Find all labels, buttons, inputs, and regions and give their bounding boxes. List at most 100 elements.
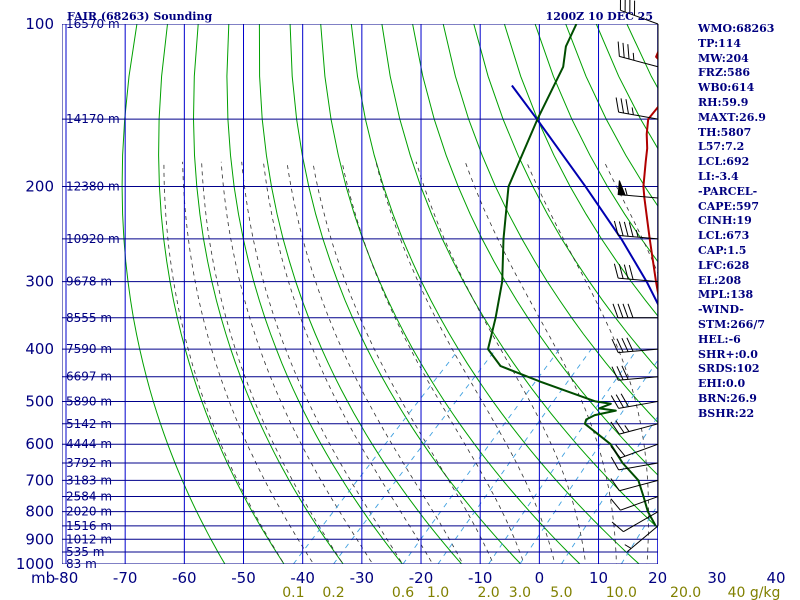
barb-flag [623, 221, 629, 237]
barb-staff [618, 400, 659, 409]
height-label: 83 m [66, 557, 97, 571]
dry-adiabat-line [442, 24, 658, 424]
barb-staff [619, 55, 659, 68]
barb-flag [618, 221, 624, 236]
dry-adiabat-line [192, 24, 344, 564]
height-label: 9678 m [66, 275, 112, 289]
moist-adiabat-line [201, 161, 344, 564]
barb-staff [620, 9, 659, 25]
mixing-ratio-label: 10.0 [606, 585, 637, 600]
index-item: SRDS:102 [698, 362, 760, 376]
pressure-tick-label: 600 [25, 435, 54, 453]
height-label: 8555 m [66, 311, 112, 325]
index-item: LCL:692 [698, 155, 750, 169]
barb-half-flag [632, 52, 635, 61]
height-label: 1516 m [66, 519, 112, 533]
temperature-tick-label: -30 [350, 569, 375, 587]
height-label: 1012 m [66, 532, 112, 546]
barb-flag [615, 420, 625, 434]
background-grid [62, 24, 800, 575]
moist-adiabat-line [286, 161, 464, 564]
barb-flag [627, 303, 634, 318]
barb-half-flag [624, 187, 628, 196]
stability-indices-panel: WMO:68263 TP:114 MW:204 FRZ:586 WB0:614 RH:59… [698, 22, 774, 422]
wind-barb [611, 365, 659, 381]
pressure-tick-label: 700 [25, 471, 54, 489]
mixing-ratio-label: 0.1 [282, 585, 304, 600]
pressure-tick-label: 1000 [16, 555, 54, 573]
wind-barb [612, 303, 658, 319]
height-label: 14170 m [66, 112, 120, 126]
barb-staff [620, 443, 659, 459]
wind-barb [610, 443, 659, 459]
x-axis-label: mb [31, 569, 55, 587]
mixing-ratio-line [437, 348, 592, 564]
height-label: 5142 m [66, 417, 112, 431]
dry-adiabat-line [226, 24, 404, 564]
mixing-ratio-line [333, 348, 497, 564]
barb-flag [615, 97, 620, 113]
pressure-tick-label: 900 [25, 530, 54, 548]
index-item: CINH:19 [698, 214, 752, 228]
mixing-ratio-label: 20.0 [670, 585, 701, 600]
moist-adiabat-line [263, 161, 434, 564]
pressure-tick-label: 400 [25, 340, 54, 358]
barb-staff [618, 376, 659, 381]
barb-flag [622, 42, 625, 58]
barb-flag [611, 366, 619, 381]
index-item: WMO:68263 [698, 22, 775, 35]
parcel-curve [511, 84, 658, 307]
dry-adiabat-line [780, 24, 800, 575]
index-item: CAPE:597 [698, 199, 759, 213]
index-item: CAP:1.5 [698, 243, 747, 257]
index-item: HEL:-6 [698, 332, 741, 346]
pressure-tick-label: 500 [25, 392, 54, 410]
barb-flag [626, 337, 634, 352]
index-item: TH:5807 [698, 125, 752, 139]
wind-barb [611, 511, 659, 533]
index-item: EHI:0.0 [698, 377, 746, 391]
barb-flag [611, 338, 619, 353]
barb-flag [613, 263, 619, 279]
barb-half-flag [624, 544, 632, 549]
barb-flag [611, 521, 624, 533]
moist-adiabat-line [341, 161, 525, 564]
temperature-tick-label: -40 [290, 569, 315, 587]
barb-flag [620, 98, 625, 114]
barb-flag [610, 456, 620, 471]
barb-flag [612, 303, 619, 318]
barb-flag [617, 303, 624, 318]
barb-flag [610, 421, 620, 435]
wind-barb [613, 263, 659, 283]
mixing-ratio-label: 0.2 [322, 585, 344, 600]
wind-barb [610, 420, 659, 435]
height-label: 12380 m [66, 180, 120, 194]
wind-barb [610, 393, 659, 409]
sounding-time: 1200Z 10 DEC 25 [546, 10, 653, 23]
temperature-tick-label: -70 [113, 569, 138, 587]
barb-staff [627, 525, 659, 552]
barb-flag [628, 222, 634, 237]
pressure-tick-label: 800 [25, 503, 54, 521]
barb-flag [620, 393, 629, 407]
height-label: 16570 m [66, 17, 120, 31]
moist-adiabat-line [526, 161, 649, 564]
barb-staff [618, 234, 659, 240]
pressure-tick-label: 100 [25, 15, 54, 33]
dry-adiabat-line [158, 24, 285, 564]
dry-adiabat-line [289, 24, 522, 564]
temperature-tick-label: -60 [172, 569, 197, 587]
pressure-tick-label: 200 [25, 178, 54, 196]
barb-flag [628, 264, 634, 280]
height-label: 535 m [66, 545, 104, 559]
wind-barb [613, 220, 659, 240]
barb-flag [610, 498, 621, 511]
wind-barb [617, 41, 659, 68]
barb-staff [623, 511, 659, 533]
index-item: LI:-3.4 [698, 169, 739, 183]
temperature-tick-label: -10 [468, 569, 493, 587]
barb-half-flag [635, 229, 639, 238]
barb-flag [610, 395, 620, 409]
barb-flag [610, 446, 621, 459]
barb-flag [610, 478, 620, 491]
